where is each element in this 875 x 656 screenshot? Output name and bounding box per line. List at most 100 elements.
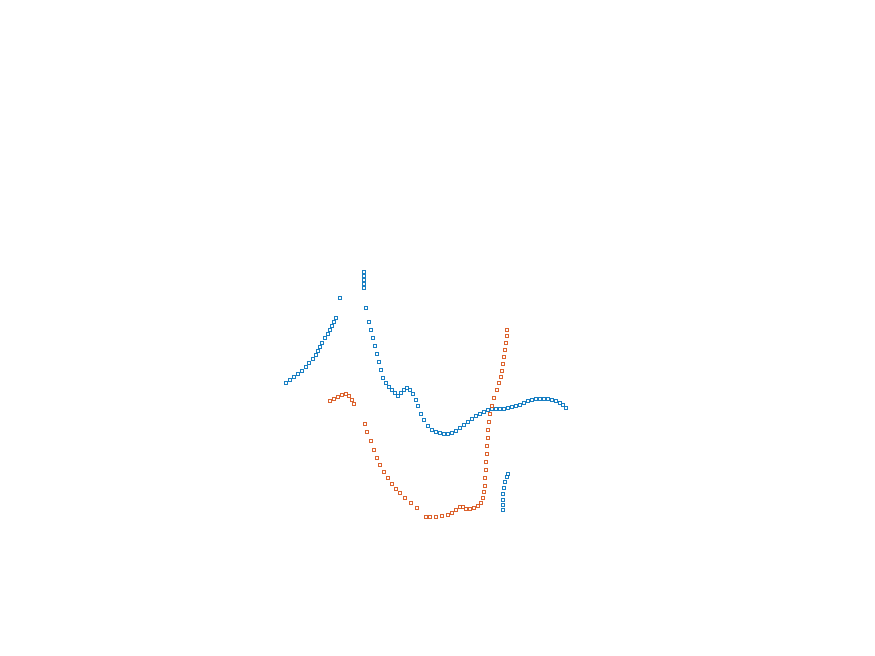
data-point: [375, 352, 379, 356]
data-point: [483, 476, 487, 480]
data-point: [396, 394, 400, 398]
data-point: [538, 397, 542, 401]
data-point: [402, 388, 406, 392]
data-point: [369, 328, 373, 332]
data-point: [362, 270, 366, 274]
data-point: [411, 392, 415, 396]
data-point: [472, 506, 476, 510]
data-point: [387, 385, 391, 389]
data-point: [352, 402, 356, 406]
data-point: [336, 395, 340, 399]
data-point: [316, 349, 320, 353]
data-point: [503, 480, 507, 484]
data-point: [347, 394, 351, 398]
data-point: [458, 505, 462, 509]
data-point: [384, 381, 388, 385]
data-point: [514, 404, 518, 408]
data-point: [365, 430, 369, 434]
data-point: [481, 496, 485, 500]
data-point: [363, 422, 367, 426]
data-point: [466, 420, 470, 424]
data-point: [485, 452, 489, 456]
data-point: [377, 360, 381, 364]
data-point: [501, 508, 505, 512]
data-point: [390, 482, 394, 486]
data-point: [440, 514, 444, 518]
series-2: [328, 328, 509, 519]
data-point: [526, 399, 530, 403]
data-point: [362, 278, 366, 282]
data-point: [393, 391, 397, 395]
data-point: [288, 378, 292, 382]
data-point: [330, 324, 334, 328]
data-point: [375, 456, 379, 460]
data-point: [284, 381, 288, 385]
data-point: [430, 428, 434, 432]
data-point: [311, 357, 315, 361]
data-point: [487, 420, 491, 424]
data-point: [476, 504, 480, 508]
data-point: [378, 463, 382, 467]
data-point: [497, 381, 501, 385]
data-point: [362, 286, 366, 290]
data-point: [561, 403, 565, 407]
data-point: [542, 397, 546, 401]
data-point: [398, 491, 402, 495]
data-point: [381, 376, 385, 380]
data-point: [442, 432, 446, 436]
data-point: [332, 397, 336, 401]
data-point: [292, 375, 296, 379]
data-point: [372, 448, 376, 452]
data-point: [506, 406, 510, 410]
data-point: [428, 515, 432, 519]
data-point: [486, 436, 490, 440]
data-point: [296, 372, 300, 376]
data-point: [328, 399, 332, 403]
data-point: [530, 398, 534, 402]
data-point: [419, 412, 423, 416]
data-point: [328, 328, 332, 332]
data-point: [486, 428, 490, 432]
data-point: [323, 336, 327, 340]
data-point: [454, 508, 458, 512]
data-point: [482, 410, 486, 414]
data-point: [454, 429, 458, 433]
data-point: [326, 332, 330, 336]
data-point: [334, 316, 338, 320]
data-point: [486, 408, 490, 412]
data-point: [364, 306, 368, 310]
data-point: [362, 274, 366, 278]
data-point: [470, 417, 474, 421]
data-point: [494, 407, 498, 411]
data-point: [534, 397, 538, 401]
data-point: [501, 362, 505, 366]
data-point: [394, 487, 398, 491]
data-point: [501, 498, 505, 502]
data-point: [501, 492, 505, 496]
data-point: [434, 430, 438, 434]
data-point: [415, 506, 419, 510]
data-point: [344, 392, 348, 396]
data-point: [501, 503, 505, 507]
data-point: [502, 486, 506, 490]
series-1: [284, 270, 568, 512]
data-point: [474, 414, 478, 418]
data-point: [554, 399, 558, 403]
data-point: [546, 397, 550, 401]
data-point: [446, 432, 450, 436]
data-point: [522, 401, 526, 405]
data-point: [424, 515, 428, 519]
data-point: [300, 369, 304, 373]
data-point: [492, 396, 496, 400]
data-point: [332, 320, 336, 324]
data-point: [478, 412, 482, 416]
data-point: [484, 460, 488, 464]
data-point: [488, 412, 492, 416]
data-point: [450, 431, 454, 435]
data-point: [314, 353, 318, 357]
data-point: [350, 398, 354, 402]
data-point: [371, 336, 375, 340]
data-point: [485, 444, 489, 448]
